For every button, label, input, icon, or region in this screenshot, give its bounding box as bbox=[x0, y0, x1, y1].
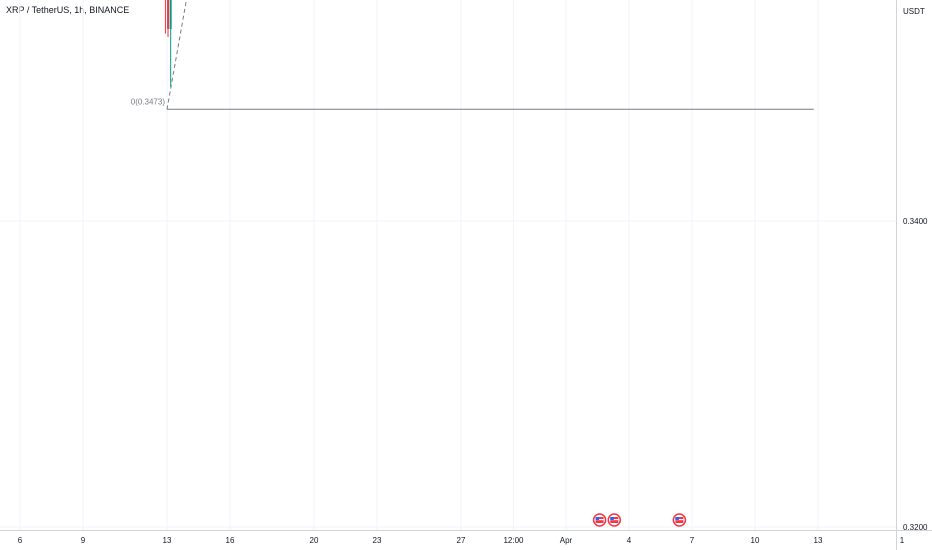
x-tick-label: 4 bbox=[627, 536, 632, 545]
symbol-title: XRP / TetherUS, 1h, BINANCE bbox=[6, 5, 130, 15]
fib-level-label: 0(0.3473) bbox=[131, 97, 166, 106]
candle bbox=[167, 0, 170, 29]
x-tick-label: 23 bbox=[373, 536, 382, 545]
candle bbox=[169, 0, 172, 29]
x-tick-label: 12:00 bbox=[503, 536, 524, 545]
x-tick-label: 27 bbox=[457, 536, 466, 545]
x-tick-label: 7 bbox=[690, 536, 695, 545]
x-tick-label: 16 bbox=[226, 536, 235, 545]
candles bbox=[164, 0, 172, 87]
y-tick-label: 0.3400 bbox=[903, 217, 928, 226]
currency-label: USDT bbox=[903, 7, 925, 16]
x-tick-label: 20 bbox=[310, 536, 319, 545]
x-tick-label: 6 bbox=[18, 536, 23, 545]
x-tick-label: 1 bbox=[900, 536, 905, 545]
flag-us-icon bbox=[607, 513, 622, 527]
plot-area: 1(0.5855)0.786(0.5345)0.618(0.4945)0.5(0… bbox=[0, 0, 896, 530]
x-tick-label: 10 bbox=[751, 536, 760, 545]
x-tick-label: 13 bbox=[163, 536, 172, 545]
y-tick-label: 0.3200 bbox=[903, 523, 928, 532]
x-tick-label: Apr bbox=[560, 536, 573, 545]
x-tick-label: 9 bbox=[81, 536, 86, 545]
fib-zone bbox=[167, 0, 814, 109]
flag-us-icon bbox=[672, 513, 687, 527]
flag-us-icon bbox=[592, 513, 607, 527]
x-tick-label: 13 bbox=[814, 536, 823, 545]
